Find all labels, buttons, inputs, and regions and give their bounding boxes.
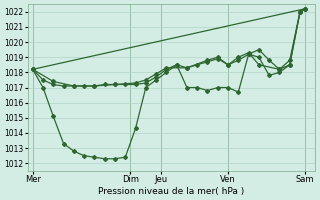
X-axis label: Pression niveau de la mer( hPa ): Pression niveau de la mer( hPa ) <box>98 187 244 196</box>
